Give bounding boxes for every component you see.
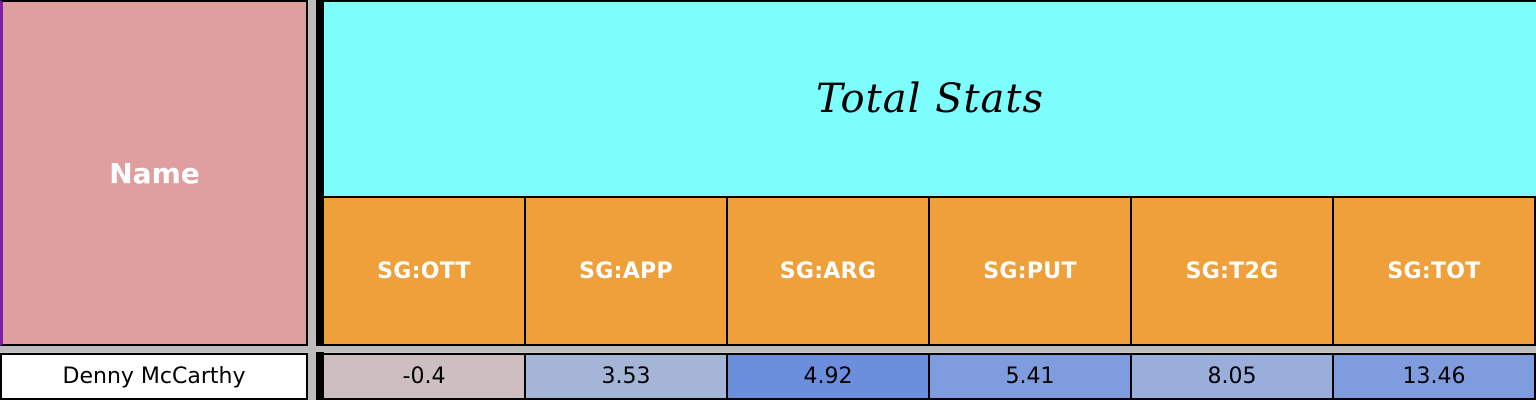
cell-value: 5.41 — [1005, 364, 1055, 389]
column-border-lower — [316, 352, 324, 400]
player-name: Denny McCarthy — [62, 364, 246, 389]
cell-sg-app-value[interactable]: 3.53 — [526, 353, 728, 400]
frozen-column-divider[interactable] — [308, 0, 318, 400]
column-header-sg-app[interactable]: SG:APP — [526, 198, 728, 346]
column-header-sg-put[interactable]: SG:PUT — [930, 198, 1132, 346]
cell-value: 8.05 — [1207, 364, 1257, 389]
column-header-label: SG:TOT — [1387, 258, 1481, 284]
cell-sg-put-value[interactable]: 5.41 — [930, 353, 1132, 400]
cell-sg-ott-value[interactable]: -0.4 — [324, 353, 526, 400]
column-header-sg-arg[interactable]: SG:ARG — [728, 198, 930, 346]
cell-sg-tot-value[interactable]: 13.46 — [1334, 353, 1536, 400]
column-header-sg-tot[interactable]: SG:TOT — [1334, 198, 1536, 346]
column-header-label: SG:PUT — [983, 258, 1077, 284]
column-header-sg-t2g[interactable]: SG:T2G — [1132, 198, 1334, 346]
column-header-label: SG:APP — [579, 258, 673, 284]
cell-sg-t2g-value[interactable]: 8.05 — [1132, 353, 1334, 400]
cell-value: 4.92 — [803, 364, 853, 389]
frozen-row-divider[interactable] — [0, 346, 1536, 352]
cell-value: 13.46 — [1402, 364, 1466, 389]
name-header-label: Name — [109, 156, 200, 190]
column-border-upper — [316, 0, 324, 346]
column-header-sg-ott[interactable]: SG:OTT — [324, 198, 526, 346]
total-stats-title-cell[interactable]: Total Stats — [324, 0, 1536, 198]
name-header-cell[interactable]: Name — [0, 0, 308, 346]
cell-value: 3.53 — [601, 364, 651, 389]
total-stats-title: Total Stats — [815, 76, 1044, 122]
column-header-label: SG:T2G — [1185, 258, 1279, 284]
player-name-cell[interactable]: Denny McCarthy — [0, 353, 308, 400]
column-header-label: SG:ARG — [779, 258, 877, 284]
column-header-label: SG:OTT — [377, 258, 471, 284]
cell-value: -0.4 — [402, 364, 446, 389]
cell-sg-arg-value[interactable]: 4.92 — [728, 353, 930, 400]
